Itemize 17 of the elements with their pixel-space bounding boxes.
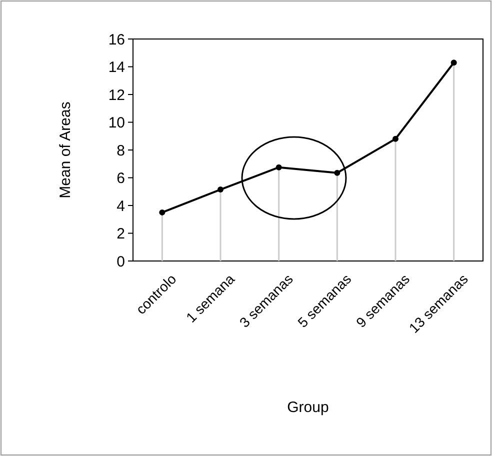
point <box>276 164 282 170</box>
y-tick-label: 10 <box>108 114 125 132</box>
y-tick-label: 2 <box>116 226 125 242</box>
y-tick-label: 6 <box>116 170 125 187</box>
y-tick-label: 14 <box>108 59 125 76</box>
point <box>159 209 166 216</box>
point <box>392 136 398 142</box>
y-tick-label: 4 <box>116 198 125 215</box>
x-axis-title: Group <box>287 399 329 416</box>
y-axis-title: Mean of Areas <box>57 102 74 198</box>
y-tick-label: 0 <box>116 253 125 270</box>
point <box>218 186 224 193</box>
y-tick-label: 16 <box>108 31 125 48</box>
point <box>334 170 340 176</box>
point <box>450 60 457 66</box>
y-tick-label: 12 <box>108 86 125 104</box>
y-tick-label: 8 <box>116 142 125 160</box>
